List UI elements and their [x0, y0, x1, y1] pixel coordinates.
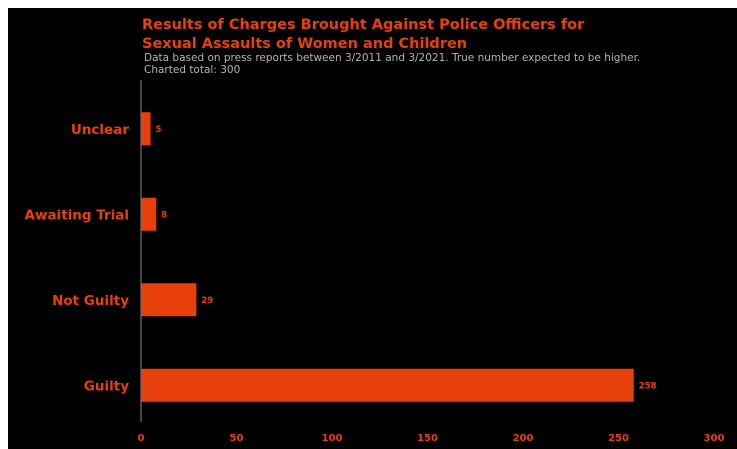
x-tick-label-0: 0: [138, 433, 145, 444]
data-label-awaiting-trial: 8: [161, 210, 167, 220]
bar-unclear: [141, 112, 151, 146]
chart-subtitle-line-1: Data based on press reports between 3/20…: [144, 52, 640, 64]
x-axis-ticks: 0 50 100 150 200 250 300: [138, 433, 725, 444]
category-label-not-guilty: Not Guilty: [52, 293, 129, 309]
category-label-awaiting-trial: Awaiting Trial: [25, 207, 129, 223]
category-label-guilty: Guilty: [84, 378, 129, 394]
x-tick-label-100: 100: [322, 433, 343, 444]
bar-not-guilty: [141, 283, 197, 317]
data-label-not-guilty: 29: [201, 296, 213, 306]
x-tick-label-200: 200: [513, 433, 534, 444]
data-label-guilty: 258: [639, 381, 657, 391]
x-tick-label-50: 50: [230, 433, 244, 444]
data-label-unclear: 5: [156, 125, 162, 135]
x-tick-label-150: 150: [417, 433, 438, 444]
chart-title-line-2: Sexual Assaults of Women and Children: [142, 36, 467, 52]
x-tick-label-300: 300: [704, 433, 725, 444]
x-tick-label-250: 250: [608, 433, 629, 444]
bar-guilty: [141, 368, 634, 402]
bar-awaiting-trial: [141, 197, 157, 231]
category-label-unclear: Unclear: [71, 122, 129, 138]
chart-subtitle-line-2: Charted total: 300: [144, 64, 240, 76]
bars-layer: Unclear 5 Awaiting Trial 8 Not Guilty 29 Guilt…: [25, 112, 657, 402]
chart-title-line-1: Results of Charges Brought Against Polic…: [142, 17, 585, 33]
